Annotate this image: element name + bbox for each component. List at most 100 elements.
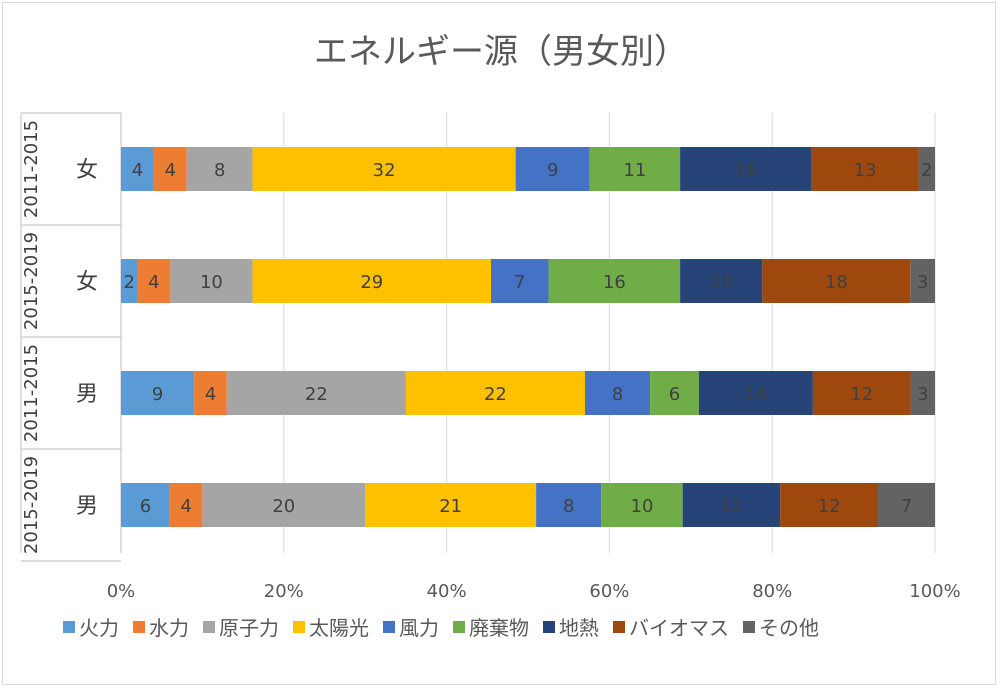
- bars: 4 4 8 32 9 11 16 13 22 4 10 29 7 16 10 18 39 4 22 22 8 6 14 12 3…: [121, 147, 935, 527]
- bar-segment: [252, 259, 491, 303]
- bar-segment: [601, 483, 683, 527]
- bar-segment: [698, 371, 813, 415]
- bar-segment: [405, 371, 585, 415]
- legend-label: その他: [759, 616, 819, 640]
- bar-segment: [252, 147, 516, 191]
- bar-segment: [650, 371, 699, 415]
- legend-label: バイオマス: [629, 616, 729, 640]
- bar-segment: [589, 147, 681, 191]
- data-label: 32: [373, 160, 396, 181]
- x-tick-label: 40%: [427, 581, 467, 602]
- legend-swatch: [133, 621, 145, 633]
- bar-segment: [536, 483, 602, 527]
- data-label: 4: [180, 496, 191, 517]
- bar-segment: [365, 483, 537, 527]
- x-axis-ticks: 0% 20% 40% 60% 80% 100%: [107, 581, 961, 602]
- data-label: 8: [214, 160, 225, 181]
- bar-segment: [918, 147, 935, 191]
- data-label: 3: [917, 384, 928, 405]
- legend-label: 原子力: [219, 616, 279, 640]
- data-label: 8: [563, 496, 574, 517]
- category-axis: 女 2011-2015 女 2015-2019 男 2011-2015 男 2015-2019: [20, 112, 122, 562]
- bar-segment: [491, 259, 549, 303]
- data-label: 21: [439, 496, 462, 517]
- data-label: 22: [484, 384, 507, 405]
- legend-label: 水力: [149, 616, 189, 640]
- data-label: 10: [710, 272, 733, 293]
- legend: 火力 水力 原子力 太陽光 風力 廃棄物 地熱 バイオマス その他: [63, 616, 819, 640]
- data-label: 6: [669, 384, 680, 405]
- x-tick-label: 100%: [909, 581, 960, 602]
- bar-segment: [137, 259, 171, 303]
- bar-segment: [121, 147, 154, 191]
- data-label: 3: [917, 272, 928, 293]
- data-label: 12: [720, 496, 743, 517]
- bar-segment: [121, 259, 138, 303]
- legend-swatch: [543, 621, 555, 633]
- x-tick-label: 20%: [264, 581, 304, 602]
- data-label: 20: [272, 496, 295, 517]
- data-label: 2: [921, 160, 932, 181]
- legend-label: 地熱: [559, 616, 599, 640]
- legend-swatch: [383, 621, 395, 633]
- group-label: 2015-2019: [21, 456, 42, 554]
- data-label: 8: [612, 384, 623, 405]
- legend-swatch: [453, 621, 465, 633]
- legend-swatch: [293, 621, 305, 633]
- data-label: 29: [360, 272, 383, 293]
- data-label: 4: [205, 384, 216, 405]
- data-label: 11: [623, 160, 646, 181]
- data-label: 9: [152, 384, 163, 405]
- bar-segment: [584, 371, 651, 415]
- data-label: 22: [305, 384, 328, 405]
- bar-segment: [121, 483, 170, 527]
- data-label: 4: [132, 160, 143, 181]
- bar-segment: [910, 259, 935, 303]
- x-tick-label: 60%: [589, 581, 629, 602]
- data-label: 16: [734, 160, 757, 181]
- bar-segment: [680, 259, 763, 303]
- group-label: 2015-2019: [21, 232, 42, 330]
- data-label: 10: [200, 272, 223, 293]
- data-label: 6: [140, 496, 151, 517]
- bar-segment: [910, 371, 935, 415]
- data-label: 7: [901, 496, 912, 517]
- legend-label: 火力: [79, 616, 119, 640]
- legend-swatch: [743, 621, 755, 633]
- data-label: 14: [744, 384, 767, 405]
- category-label: 男: [76, 494, 98, 519]
- legend-label: 太陽光: [309, 616, 369, 640]
- x-tick-label: 80%: [752, 581, 792, 602]
- data-label: 13: [854, 160, 877, 181]
- bar-segment: [515, 147, 590, 191]
- data-label: 9: [547, 160, 558, 181]
- x-tick-label: 0%: [107, 581, 136, 602]
- group-label: 2011-2015: [21, 344, 42, 442]
- data-label: 12: [818, 496, 841, 517]
- legend-swatch: [203, 621, 215, 633]
- data-label: 7: [514, 272, 525, 293]
- bar-segment: [680, 147, 812, 191]
- bar-segment: [170, 259, 253, 303]
- category-label: 男: [76, 382, 98, 407]
- data-label: 18: [825, 272, 848, 293]
- bar-segment: [169, 483, 203, 527]
- bar-segment: [194, 371, 227, 415]
- category-label: 女: [76, 158, 98, 183]
- chart-title: エネルギー源（男女別）: [314, 32, 688, 72]
- data-label: 10: [631, 496, 654, 517]
- bar-segment: [121, 371, 195, 415]
- group-label: 2011-2015: [21, 120, 42, 218]
- bar-segment: [186, 147, 253, 191]
- bar-segment: [682, 483, 781, 527]
- data-label: 16: [603, 272, 626, 293]
- data-label: 4: [165, 160, 176, 181]
- category-label: 女: [76, 270, 98, 295]
- bar-segment: [811, 147, 919, 191]
- chart-svg: エネルギー源（男女別） 女 2011-2015 女 2015-2019 男 2011-20…: [20, 32, 961, 640]
- bar-segment: [202, 483, 366, 527]
- legend-label: 廃棄物: [469, 616, 529, 640]
- legend-swatch: [613, 621, 625, 633]
- bar-segment: [153, 147, 187, 191]
